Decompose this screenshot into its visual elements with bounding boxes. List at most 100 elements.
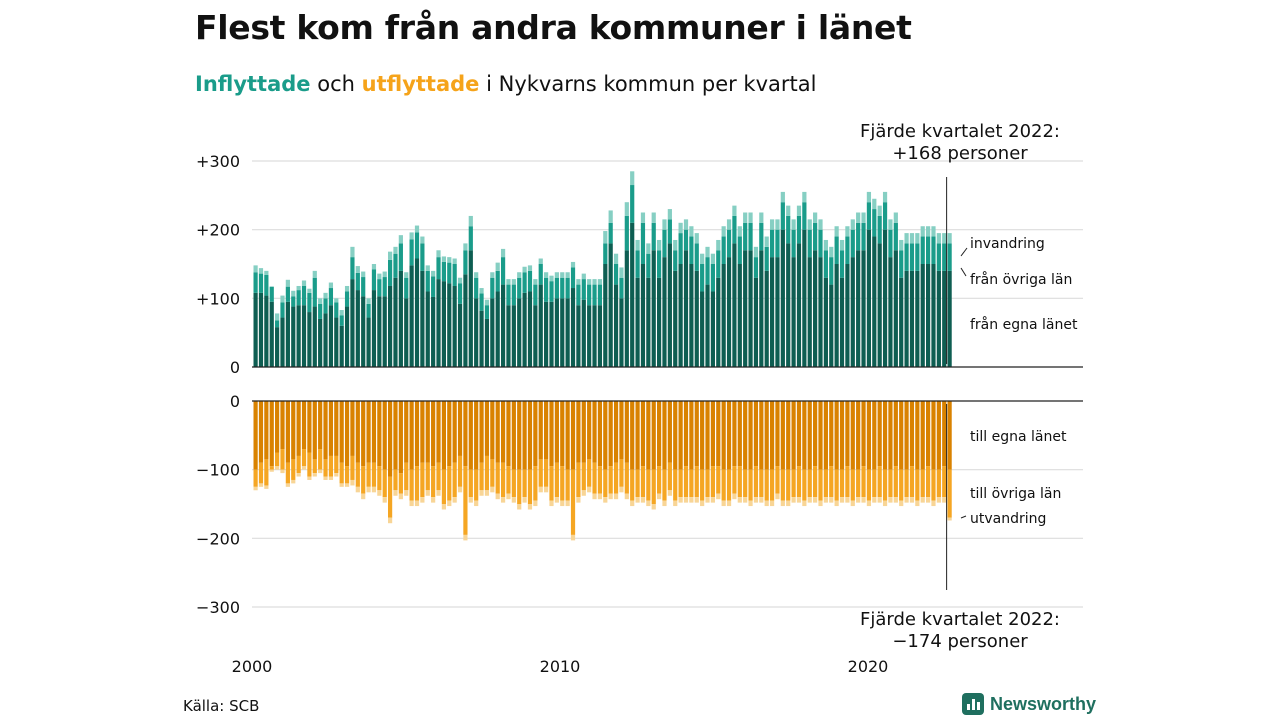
bar-to-other-counties [678, 469, 683, 498]
bar-to-other-counties [748, 469, 753, 501]
bar-from-own-county [657, 277, 662, 367]
bar-to-other-counties [544, 459, 549, 487]
bar-from-other-counties [334, 302, 339, 318]
bar-from-other-counties [404, 277, 409, 299]
bar-from-other-counties [275, 320, 280, 328]
bar-immigration [850, 219, 855, 230]
bar-immigration [796, 205, 802, 216]
bar-emigration [538, 486, 543, 493]
bar-to-own-county [285, 401, 290, 463]
bar-to-own-county [845, 401, 850, 467]
bottom-y-tick-label: −100 [196, 461, 240, 480]
bar-emigration [452, 497, 457, 503]
bar-to-own-county [657, 401, 662, 467]
bar-to-other-counties [318, 449, 323, 470]
newsworthy-brand[interactable]: Newsworthy [962, 693, 1096, 715]
bar-emigration [474, 500, 479, 507]
bar-from-other-counties [361, 277, 366, 297]
bar-emigration [888, 497, 893, 503]
bar-to-own-county [361, 401, 366, 467]
bar-from-own-county [565, 298, 570, 367]
bar-from-other-counties [721, 236, 726, 264]
bar-to-other-counties [484, 455, 490, 491]
bar-emigration [436, 490, 441, 496]
bar-from-other-counties [490, 277, 495, 299]
bar-from-other-counties [323, 298, 328, 314]
bar-to-own-county [802, 401, 807, 470]
bar-from-own-county [388, 285, 393, 367]
bar-to-own-county [581, 401, 586, 463]
bar-immigration [463, 243, 468, 251]
bar-to-other-counties [673, 469, 678, 501]
bar-emigration [366, 486, 371, 493]
bar-to-other-counties [495, 462, 500, 494]
bar-emigration [651, 504, 656, 510]
bar-to-other-counties [850, 469, 855, 501]
bar-from-other-counties [554, 277, 559, 299]
bar-to-own-county [861, 401, 866, 467]
bar-to-own-county [592, 401, 597, 463]
bar-to-other-counties [355, 462, 360, 487]
bar-to-own-county [726, 401, 732, 470]
bar-immigration [823, 239, 828, 251]
bar-from-other-counties [710, 264, 715, 292]
label-leader [960, 515, 967, 519]
bar-from-own-county [597, 305, 603, 367]
bar-from-other-counties [662, 229, 667, 258]
bar-from-own-county [544, 301, 549, 367]
bar-to-own-county [350, 401, 355, 456]
bar-from-other-counties [936, 243, 941, 271]
bar-from-other-counties [829, 257, 834, 285]
bar-to-own-county [829, 401, 834, 467]
bar-immigration [285, 279, 290, 287]
bar-immigration [500, 248, 506, 258]
bar-to-other-counties [775, 466, 780, 494]
bar-emigration [404, 490, 409, 496]
bar-to-own-county [856, 401, 861, 470]
bar-to-own-county [398, 401, 403, 474]
bar-emigration [909, 497, 915, 503]
bar-to-own-county [312, 401, 317, 460]
bar-from-own-county [743, 250, 748, 367]
bar-to-own-county [866, 401, 872, 470]
bar-immigration [554, 272, 559, 278]
bar-immigration [882, 191, 888, 203]
bar-from-own-county [592, 305, 597, 367]
bar-to-own-county [748, 401, 753, 470]
bar-from-own-county [613, 284, 619, 367]
bar-to-other-counties [479, 462, 484, 491]
bar-immigration [479, 288, 484, 294]
bar-from-own-county [404, 298, 409, 367]
bar-from-own-county [344, 306, 350, 367]
bar-to-other-counties [549, 466, 554, 501]
bar-from-own-county [527, 291, 533, 367]
bar-emigration [673, 500, 678, 507]
bar-from-own-county [431, 296, 436, 367]
bar-emigration [328, 476, 334, 480]
bar-to-own-county [942, 401, 947, 467]
bar-to-own-county [635, 401, 640, 470]
bar-to-own-county [484, 401, 490, 456]
bar-immigration [549, 275, 554, 282]
bar-to-own-county [431, 401, 436, 467]
bar-immigration [382, 271, 387, 278]
bar-from-own-county [802, 229, 807, 367]
bar-emigration [318, 469, 323, 474]
bar-from-other-counties [834, 236, 839, 264]
bar-to-other-counties [382, 469, 387, 498]
bar-to-other-counties [866, 469, 872, 501]
top-y-tick-label: +200 [196, 221, 240, 240]
bar-immigration [350, 246, 355, 258]
bar-to-other-counties [533, 466, 538, 501]
bar-emigration [893, 497, 898, 503]
bar-to-other-counties [511, 469, 516, 498]
bar-from-other-counties [517, 277, 522, 299]
bar-from-own-county [522, 292, 527, 367]
bar-emigration [420, 497, 425, 503]
bar-from-other-counties [613, 264, 619, 285]
bar-to-other-counties [420, 462, 425, 498]
bar-to-other-counties [452, 462, 457, 498]
bar-from-other-counties [807, 229, 812, 258]
bar-immigration [323, 292, 328, 299]
